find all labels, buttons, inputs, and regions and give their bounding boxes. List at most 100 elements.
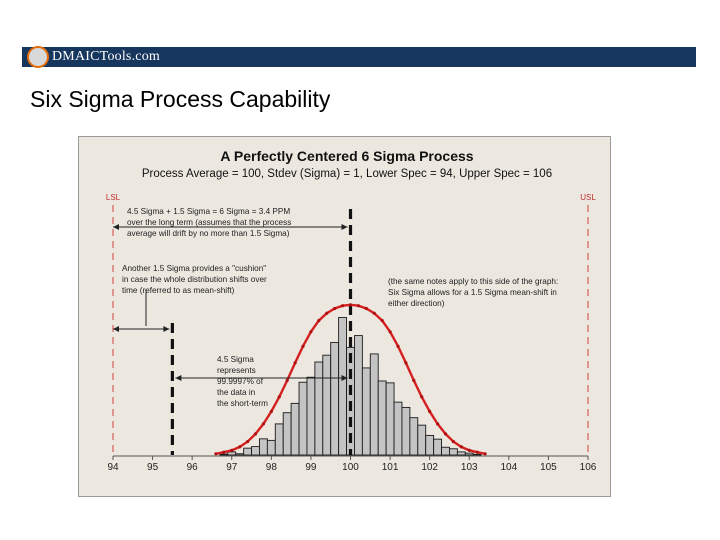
annotations: 4.5 Sigma + 1.5 Sigma = 6 Sigma = 3.4 PP… <box>122 207 558 408</box>
curve-point <box>285 378 289 382</box>
x-tick-label: 94 <box>107 462 119 473</box>
curve-point <box>380 319 384 323</box>
x-tick-label: 99 <box>305 462 317 473</box>
x-tick-label: 103 <box>461 462 478 473</box>
lsl-label: LSL <box>106 193 121 202</box>
curve-point <box>253 432 258 436</box>
annotation-text: average will drift by no more than 1.5 S… <box>127 229 290 238</box>
x-tick-label: 104 <box>500 462 517 473</box>
curve-point <box>459 445 463 449</box>
x-tick-label: 98 <box>266 462 278 473</box>
curve-point <box>372 311 376 315</box>
header-bar <box>22 47 696 67</box>
histogram-bar <box>219 453 229 456</box>
annotation-text: time (referred to as mean-shift) <box>122 286 235 295</box>
reference-lines <box>112 205 589 455</box>
curve-point <box>293 361 297 365</box>
annotation-text: represents <box>217 366 256 375</box>
annotation-text: the short-term <box>217 399 268 408</box>
curve-point <box>333 306 337 311</box>
histogram-bar <box>425 434 435 456</box>
x-axis: 94 95 96 97 98 99 100 101 102 103 104 105 106 <box>107 455 597 473</box>
histogram-bar <box>409 417 419 456</box>
curve-point <box>222 450 226 454</box>
curve-point <box>388 330 392 334</box>
x-tick-label: 95 <box>147 462 159 473</box>
x-tick-label: 102 <box>421 462 438 473</box>
curve-point <box>269 409 273 414</box>
histogram-bar <box>306 376 316 456</box>
logo: DMAICTools.com <box>27 43 160 71</box>
curve-point <box>246 440 250 444</box>
logo-text: DMAICTools.com <box>52 49 160 64</box>
arrow-head <box>113 326 119 332</box>
curve-point <box>301 344 305 348</box>
curve-point <box>396 344 400 348</box>
chart-title: A Perfectly Centered 6 Sigma Process <box>220 148 473 164</box>
curve-point <box>356 304 360 308</box>
curve-point <box>412 378 416 382</box>
histogram-bars <box>219 317 482 456</box>
curve-point <box>348 303 353 307</box>
histogram-bar <box>251 446 260 456</box>
histogram-bar <box>441 446 450 456</box>
curve-point <box>451 440 455 444</box>
curve-point <box>214 452 218 456</box>
histogram-bar <box>377 380 387 456</box>
logo-mark-icon <box>27 46 49 68</box>
annotation-text: (the same notes apply to this side of th… <box>388 277 558 286</box>
curve-point <box>483 452 487 456</box>
histogram-bar <box>393 401 403 456</box>
normal-curve <box>214 303 487 456</box>
histogram-bar <box>227 451 237 456</box>
annotation-text: 99.9997% of <box>217 377 264 386</box>
annotation-arrows <box>113 224 348 381</box>
annotation-text: Another 1.5 Sigma provides a "cushion" <box>122 264 266 273</box>
histogram-bar <box>472 453 482 456</box>
slide-title: Six Sigma Process Capability <box>30 86 331 112</box>
arrow-head <box>341 375 348 381</box>
curve-point <box>309 330 313 334</box>
histogram-bar <box>266 439 276 456</box>
histogram-bar <box>282 412 292 456</box>
histogram-bar <box>243 447 253 456</box>
usl-label: USL <box>580 193 596 202</box>
arrow-head <box>113 224 119 230</box>
x-tick-label: 101 <box>382 462 399 473</box>
annotation-text: either direction) <box>388 299 445 308</box>
histogram-bar <box>274 423 284 456</box>
histogram-bar <box>290 402 300 456</box>
histogram-bar <box>330 341 340 456</box>
histogram-bar <box>385 382 395 456</box>
chart-figure: A Perfectly Centered 6 Sigma Process Pro… <box>78 136 611 497</box>
x-tick-label: 97 <box>226 462 238 473</box>
histogram-bar <box>369 353 379 456</box>
chart-subtitle: Process Average = 100, Stdev (Sigma) = 1… <box>142 168 552 180</box>
x-tick-label: 100 <box>342 462 359 473</box>
histogram-bar <box>235 453 245 456</box>
histogram-bar <box>361 367 371 456</box>
x-tick-label: 106 <box>580 462 597 473</box>
curve-point <box>364 306 368 311</box>
histogram-bar <box>417 424 427 456</box>
chart-svg: A Perfectly Centered 6 Sigma Process Pro… <box>106 148 597 473</box>
histogram-bar <box>259 438 268 456</box>
curve-point <box>436 422 440 426</box>
annotation-text: 4.5 Sigma <box>217 355 254 364</box>
histogram-bar <box>449 448 458 456</box>
histogram-bar <box>298 381 308 456</box>
curve-point <box>475 450 479 454</box>
histogram-bar <box>338 317 347 456</box>
histogram-bar <box>354 335 363 456</box>
curve-point <box>420 395 424 399</box>
arrow-head <box>175 375 182 381</box>
annotation-text: over the long term (assumes that the pro… <box>127 218 291 227</box>
curve-point <box>443 432 448 436</box>
x-tick-label: 105 <box>540 462 557 473</box>
curve-point <box>261 422 265 426</box>
histogram-bar <box>314 361 324 456</box>
annotation-text: 4.5 Sigma + 1.5 Sigma = 6 Sigma = 3.4 PP… <box>127 207 290 216</box>
annotation-text: Six Sigma allows for a 1.5 Sigma mean-sh… <box>388 288 557 297</box>
curve-point <box>277 395 281 399</box>
histogram-bar <box>456 451 466 456</box>
